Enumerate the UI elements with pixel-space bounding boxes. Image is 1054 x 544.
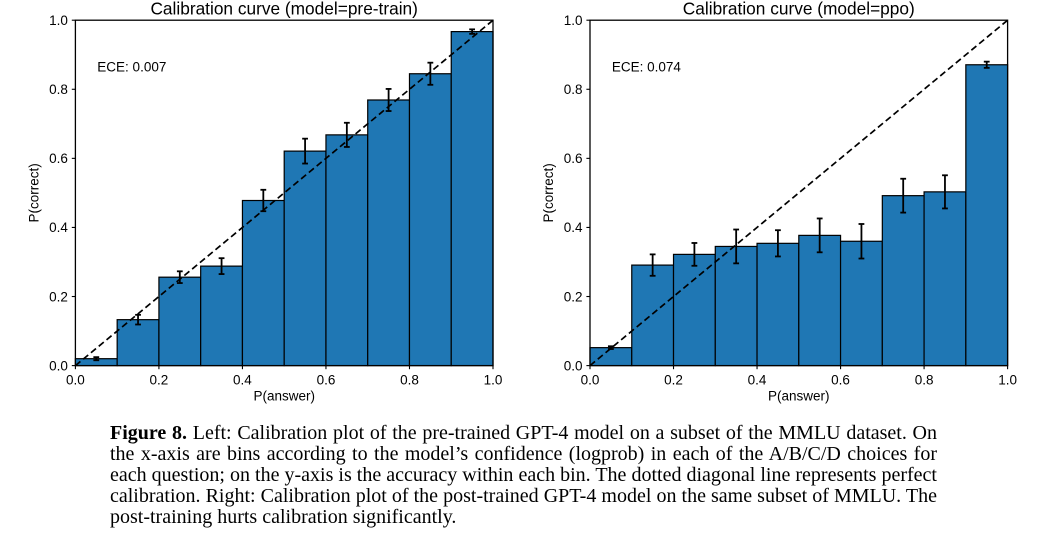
svg-text:0.6: 0.6 — [831, 372, 850, 387]
svg-text:0.6: 0.6 — [317, 372, 336, 387]
svg-text:0.4: 0.4 — [49, 220, 68, 235]
svg-text:ECE: 0.007: ECE: 0.007 — [97, 60, 166, 75]
svg-text:Calibration curve (model=ppo): Calibration curve (model=ppo) — [683, 0, 915, 19]
svg-text:0.8: 0.8 — [400, 372, 419, 387]
svg-text:Calibration curve (model=pre-t: Calibration curve (model=pre-train) — [150, 0, 418, 19]
svg-text:0.8: 0.8 — [915, 372, 934, 387]
svg-text:0.2: 0.2 — [564, 289, 583, 304]
svg-text:0.0: 0.0 — [49, 358, 68, 373]
svg-text:0.2: 0.2 — [49, 289, 68, 304]
svg-text:P(correct): P(correct) — [26, 163, 41, 222]
svg-text:0.4: 0.4 — [748, 372, 767, 387]
svg-text:0.0: 0.0 — [581, 372, 600, 387]
svg-text:0.8: 0.8 — [564, 82, 583, 97]
svg-text:0.8: 0.8 — [49, 82, 68, 97]
svg-text:1.0: 1.0 — [484, 372, 503, 387]
svg-text:0.0: 0.0 — [564, 358, 583, 373]
svg-text:ECE: 0.074: ECE: 0.074 — [612, 60, 682, 75]
svg-text:P(answer): P(answer) — [768, 389, 830, 404]
svg-text:0.2: 0.2 — [150, 372, 169, 387]
svg-text:P(correct): P(correct) — [541, 163, 556, 222]
svg-text:1.0: 1.0 — [564, 13, 583, 28]
svg-text:0.0: 0.0 — [66, 372, 85, 387]
svg-text:P(answer): P(answer) — [253, 389, 315, 404]
svg-text:0.6: 0.6 — [564, 151, 583, 166]
svg-text:0.4: 0.4 — [233, 372, 252, 387]
svg-text:1.0: 1.0 — [49, 13, 68, 28]
svg-text:1.0: 1.0 — [998, 372, 1017, 387]
svg-text:0.4: 0.4 — [564, 220, 583, 235]
svg-text:0.6: 0.6 — [49, 151, 68, 166]
svg-text:0.2: 0.2 — [664, 372, 683, 387]
